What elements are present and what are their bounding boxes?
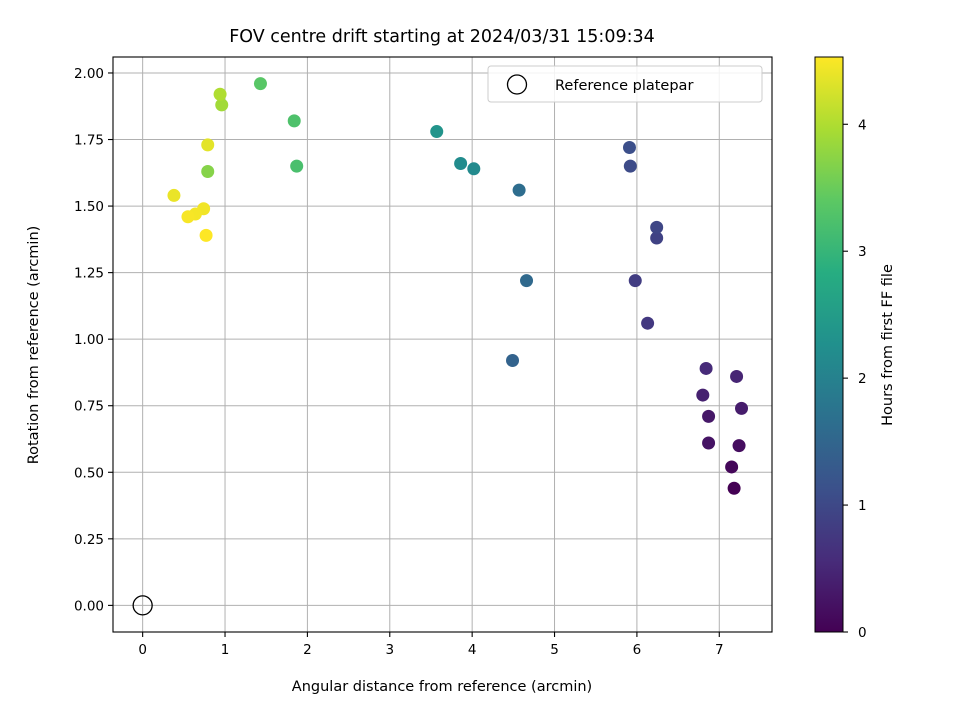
data-point [725,460,739,474]
data-point [696,388,710,402]
axes: 0 1 2 3 4 5 6 7 0.00 0.25 0.50 0.75 1.00 1.25 1.50 1.75… [74,66,724,658]
x-tick-label: 7 [715,642,724,658]
data-points [132,77,749,616]
data-point [512,183,526,197]
data-point [201,138,215,152]
x-axis-label: Angular distance from reference (arcmin) [292,679,592,695]
legend-box [487,65,763,103]
y-tick-label: 1.00 [74,332,104,348]
data-point [454,156,468,170]
legend-marker-reference [506,74,528,95]
y-tick-label: 0.00 [74,598,104,614]
data-point [623,159,637,173]
legend-label-reference: Reference platepar [555,78,693,94]
x-tick-label: 3 [385,642,394,658]
colorbar: 0 1 2 3 4 Hours from first FF file [814,56,896,641]
data-point [730,369,744,383]
colorbar-ticks: 0 1 2 3 4 [843,117,867,641]
data-point [622,141,636,155]
data-point [213,87,227,101]
x-tick-label: 2 [303,642,312,658]
y-tick-label: 1.25 [74,266,104,282]
data-point [290,159,304,173]
data-point [467,162,481,176]
legend: Reference platepar [487,65,763,103]
data-point [702,409,716,423]
data-point [287,114,301,128]
y-tick-label: 0.25 [74,532,104,548]
data-point [650,220,664,234]
data-point [506,353,520,367]
x-tick-label: 0 [138,642,147,658]
grid [113,57,772,632]
colorbar-tick-label: 1 [858,498,867,514]
colorbar-tick-label: 3 [858,244,867,260]
data-point [253,77,267,91]
y-tick-label: 2.00 [74,66,104,82]
reference-platepar-marker [132,595,153,616]
data-point [201,164,215,178]
data-point [702,436,716,450]
colorbar-tick-label: 0 [858,625,867,641]
data-point [628,274,642,288]
y-tick-label: 0.50 [74,465,104,481]
y-tick-label: 0.75 [74,399,104,415]
y-axis-label: Rotation from reference (arcmin) [26,226,42,465]
data-point [732,439,746,453]
colorbar-label: Hours from first FF file [880,264,896,426]
colorbar-gradient [814,56,844,633]
data-point [215,98,229,112]
data-point [650,231,664,245]
data-point [181,210,195,224]
data-point [430,125,444,139]
x-tick-label: 6 [633,642,642,658]
y-tick-label: 1.50 [74,199,104,215]
y-tick-label: 1.75 [74,133,104,149]
colorbar-tick-label: 2 [858,371,867,387]
x-tick-label: 5 [550,642,559,658]
data-point [641,316,655,330]
data-point [735,401,749,415]
x-tick-label: 4 [468,642,477,658]
data-point [699,361,713,375]
data-point [520,274,534,288]
plot-frame [112,56,773,633]
colorbar-tick-label: 4 [858,117,867,133]
data-point [199,228,213,242]
chart-title: FOV centre drift starting at 2024/03/31 … [229,27,655,47]
data-point [167,188,181,202]
data-point [727,481,741,495]
x-tick-label: 1 [221,642,230,658]
